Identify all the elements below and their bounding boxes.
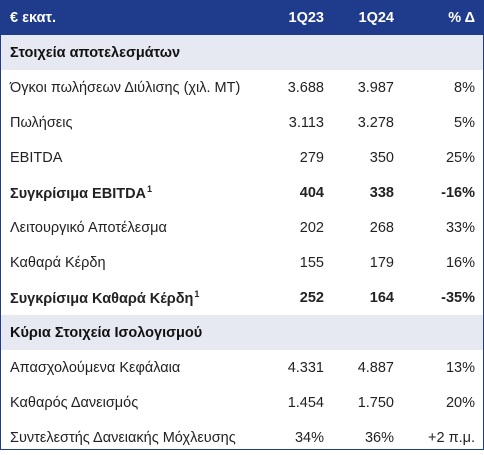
table-row: Πωλήσεις 3.113 3.278 5% [1,105,483,140]
value-1q23: 3.113 [288,114,324,131]
table-row-highlight: Συγκρίσιμα Καθαρά Κέρδη1 252 164 -35% [1,280,483,315]
value-1q23: 404 [299,184,324,201]
row-label: Καθαρός Δανεισμός [10,394,139,411]
value-change: 16% [445,254,475,271]
value-1q24: 1.750 [357,394,394,411]
row-label: Καθαρά Κέρδη [10,254,106,271]
value-change: -16% [441,184,475,201]
value-1q24: 338 [369,184,394,201]
value-1q23: 4.331 [287,359,324,376]
value-change: 20% [445,394,475,411]
row-label: Απασχολούμενα Κεφάλαια [10,359,181,376]
value-1q23: 279 [299,149,324,166]
table-row: EBITDA 279 350 25% [1,140,483,175]
value-1q23: 3.688 [287,79,324,96]
value-1q24: 164 [369,289,394,306]
footnote-marker: 1 [194,288,200,299]
value-1q24: 268 [369,219,394,236]
col-change-header: % Δ [448,9,475,26]
row-label-text: Συγκρίσιμα EBITDA [10,185,147,202]
value-1q23: 1.454 [287,394,324,411]
col-1q24-header: 1Q24 [358,9,394,26]
table-row: Όγκοι πωλήσεων Διύλισης (χιλ. ΜΤ) 3.688 … [1,70,483,105]
value-1q24: 179 [369,254,394,271]
table-row: Καθαρά Κέρδη 155 179 16% [1,245,483,280]
value-change: +2 π.μ. [428,429,475,446]
row-label: Συγκρίσιμα EBITDA1 [1,184,258,202]
value-1q23: 252 [299,289,324,306]
value-change: 33% [445,219,475,236]
value-1q24: 3.987 [357,79,394,96]
value-1q24: 350 [369,149,394,166]
value-change: 5% [454,114,475,131]
row-label: Λειτουργικό Αποτέλεσμα [10,219,167,236]
table-row: Καθαρός Δανεισμός 1.454 1.750 20% [1,385,483,420]
value-change: 8% [454,79,475,96]
table-row: Συντελεστής Δανειακής Μόχλευσης 34% 36% … [1,420,483,455]
row-label: Συντελεστής Δανειακής Μόχλευσης [10,429,236,446]
table-row: Λειτουργικό Αποτέλεσμα 202 268 33% [1,210,483,245]
row-label: Όγκοι πωλήσεων Διύλισης (χιλ. ΜΤ) [10,79,241,96]
value-1q23: 155 [299,254,324,271]
value-1q24: 4.887 [357,359,394,376]
table-row-highlight: Συγκρίσιμα EBITDA1 404 338 -16% [1,175,483,210]
value-change: 25% [445,149,475,166]
section-balance-sheet: Κύρια Στοιχεία Ισολογισμού [1,315,483,350]
section-results: Στοιχεία αποτελεσμάτων [1,35,483,70]
row-label: EBITDA [10,149,63,166]
value-1q23: 34% [294,429,324,446]
value-change: 13% [445,359,475,376]
unit-label: € εκατ. [10,9,56,26]
table-header: € εκατ. 1Q23 1Q24 % Δ [1,0,483,35]
col-1q23-header: 1Q23 [288,9,324,26]
value-change: -35% [441,289,475,306]
row-label: Πωλήσεις [10,114,73,131]
footnote-marker: 1 [147,183,153,194]
row-label-text: Συγκρίσιμα Καθαρά Κέρδη [10,290,194,307]
row-label: Συγκρίσιμα Καθαρά Κέρδη1 [1,289,258,307]
value-1q23: 202 [299,219,324,236]
value-1q24: 3.278 [357,114,394,131]
table-row: Απασχολούμενα Κεφάλαια 4.331 4.887 13% [1,350,483,385]
value-1q24: 36% [364,429,394,446]
